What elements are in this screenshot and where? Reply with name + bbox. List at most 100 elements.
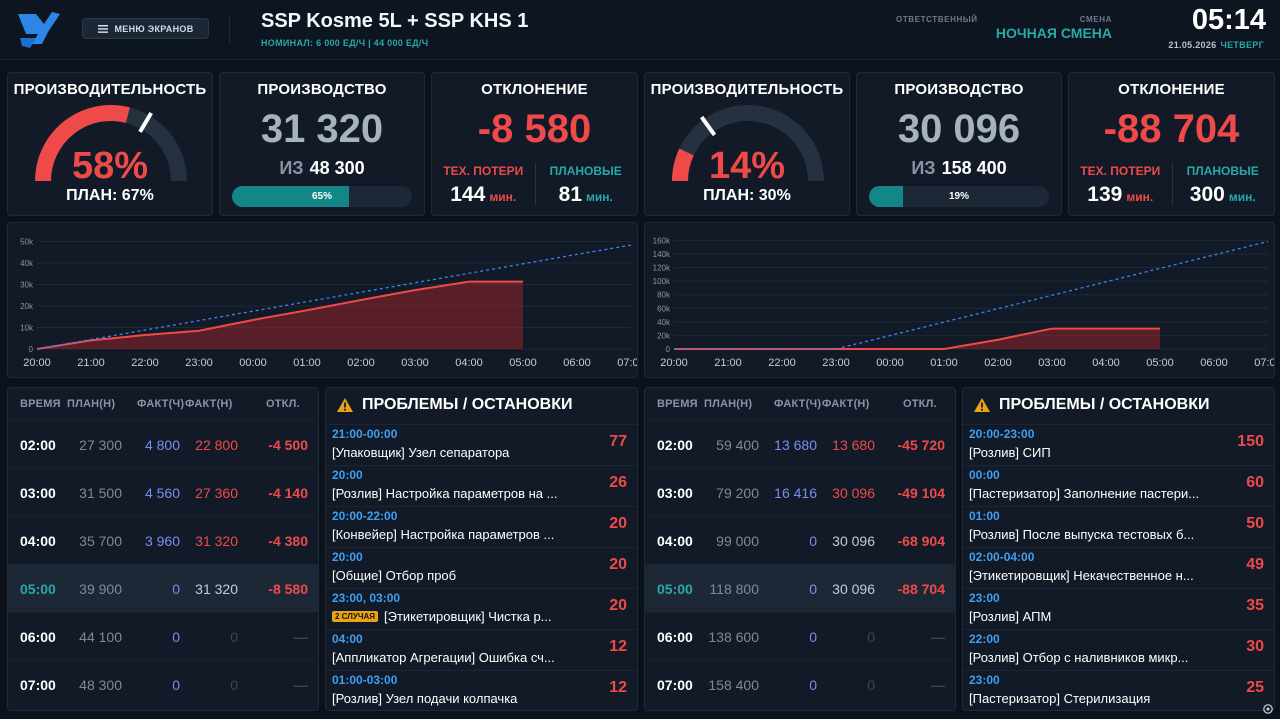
table-header-0: ВРЕМЯ [657,398,698,410]
issue-text: [Общие] Отбор проб [332,568,457,583]
gauge-plan-marker [699,115,717,137]
issue-minutes: 150 [1237,433,1264,450]
chart-x-tick: 04:00 [455,357,483,369]
chart-y-tick: 40k [20,259,34,268]
issue-description: [Пастеризатор] Стерилизация [969,691,1150,706]
table-row: 06:00 44 100 0 0 — [8,612,318,660]
chart-y-tick: 80k [657,291,671,300]
row-fact-total: 22 800 [195,437,238,453]
row-plan: 44 100 [79,629,122,645]
issue-item[interactable]: 21:00-00:00 [Упаковщик] Узел сепаратора 77 [326,424,637,465]
issue-time: 23:00 [969,673,1000,687]
planned-loss-unit: мин. [1228,190,1256,204]
performance-title: ПРОИЗВОДИТЕЛЬНОСТЬ [13,81,207,98]
row-time: 04:00 [657,533,693,549]
performance-card: ПРОИЗВОДИТЕЛЬНОСТЬ 14% ПЛАН: 30% [644,72,850,216]
row-fact-total: 0 [230,677,238,693]
row-fact-total: 30 096 [832,485,875,501]
gauge-plan-marker [138,111,153,133]
row-fact-total: 31 320 [195,533,238,549]
issue-minutes: 20 [609,597,627,614]
performance-percent: 14% [708,145,786,187]
chart-x-tick: 01:00 [930,357,958,369]
issue-text: [Аппликатор Агрегации] Ошибка сч... [332,650,555,665]
line-nominal: НОМИНАЛ: 6 000 ЕД/Ч | 44 000 ЕД/Ч [261,38,429,48]
issue-minutes: 20 [609,556,627,573]
row-plan: 31 500 [79,485,122,501]
performance-percent: 58% [71,145,149,187]
production-card: ПРОИЗВОДСТВО 30 096 ИЗ 158 400 19% [856,72,1062,216]
chart-x-tick: 02:00 [347,357,375,369]
chart-y-tick: 0 [666,345,671,354]
production-progress-text: 19% [948,191,969,202]
chart-y-tick: 40k [657,318,671,327]
issue-item[interactable]: 22:00 [Розлив] Отбор с наливников микр...… [963,629,1274,670]
table-header: ВРЕМЯ ПЛАН(Н) ФАКТ(Ч) ФАКТ(Н) ОТКЛ. [645,388,955,420]
issue-minutes: 50 [1246,515,1264,532]
chart-fact-line [36,280,523,350]
row-fact-hour: 0 [809,629,817,645]
chart-plan-line [674,240,1269,350]
issue-item[interactable]: 20:00 [Общие] Отбор проб 20 [326,547,637,588]
shift-label: СМЕНА [1079,15,1112,24]
row-plan: 138 600 [708,629,759,645]
row-time: 02:00 [20,437,56,453]
issue-minutes: 12 [609,638,627,655]
issue-item[interactable]: 01:00-03:00 [Розлив] Узел подачи колпачка… [326,670,637,710]
issue-text: [Пастеризатор] Заполнение пастери... [969,486,1200,501]
chart-y-tick: 20k [657,331,671,340]
chart-x-tick: 02:00 [984,357,1012,369]
issue-item[interactable]: 20:00-23:00 [Розлив] СИП 150 [963,424,1274,465]
row-time: 05:00 [20,581,56,597]
weekday: ЧЕТВЕРГ [1220,40,1264,50]
row-time: 02:00 [657,437,693,453]
chart-x-tick: 23:00 [822,357,850,369]
row-fact-hour: 0 [809,677,817,693]
screens-menu-button[interactable]: МЕНЮ ЭКРАНОВ [82,18,209,39]
issue-item[interactable]: 00:00 [Пастеризатор] Заполнение пастери..… [963,465,1274,506]
table-row: 02:00 27 300 4 800 22 800 -4 500 [8,420,318,468]
issue-item[interactable]: 23:00 [Пастеризатор] Стерилизация 25 [963,670,1274,710]
issue-item[interactable]: 23:00 [Розлив] АПМ 35 [963,588,1274,629]
issue-item[interactable]: 01:00 [Розлив] После выпуска тестовых б..… [963,506,1274,547]
issue-description: [Розлив] АПМ [969,609,1051,624]
settings-icon[interactable] [1262,703,1274,715]
row-time: 03:00 [20,485,56,501]
issue-time: 00:00 [969,468,1000,482]
chart-x-tick: 07:00 [1254,357,1275,369]
production-of-label: ИЗ [911,158,936,178]
table-header-0: ВРЕМЯ [20,398,61,410]
chart-x-tick: 20:00 [660,357,688,369]
row-deviation: — [294,629,308,645]
issue-time: 20:00-22:00 [332,509,398,523]
tech-loss-value: 139 мин. [1069,183,1172,207]
issue-minutes: 25 [1246,679,1264,696]
performance-gauge [672,105,824,182]
issue-item[interactable]: 23:00, 03:00 2 СЛУЧАЯ [Этикетировщик] Чист… [326,588,637,629]
issue-time: 20:00-23:00 [969,427,1035,441]
row-fact-total: 0 [867,677,875,693]
chart-x-tick: 22:00 [131,357,159,369]
gauge-fill [672,148,694,182]
issue-item[interactable]: 20:00 [Розлив] Настройка параметров на ..… [326,465,637,506]
issue-text: [Розлив] АПМ [969,609,1052,624]
production-target: ИЗ 158 400 [857,158,1061,179]
production-target: ИЗ 48 300 [220,158,424,179]
issue-description: [Розлив] СИП [969,445,1051,460]
issue-description: [Конвейер] Настройка параметров ... [332,527,554,542]
chart-y-tick: 120k [653,264,671,273]
deviation-title: ОТКЛОНЕНИЕ [481,81,588,98]
tech-loss-number: 139 [1087,183,1123,206]
row-fact-hour: 0 [172,629,180,645]
tech-loss-label: ТЕХ. ПОТЕРИ [443,164,524,178]
issue-text: [Этикетировщик] Чистка р... [384,609,552,624]
issue-item[interactable]: 04:00 [Аппликатор Агрегации] Ошибка сч...… [326,629,637,670]
issue-time: 01:00-03:00 [332,673,398,687]
issue-description: [Пастеризатор] Заполнение пастери... [969,486,1199,501]
row-time: 03:00 [657,485,693,501]
row-time: 04:00 [20,533,56,549]
issue-item[interactable]: 02:00-04:00 [Этикетировщик] Некачественно… [963,547,1274,588]
issue-text: [Розлив] После выпуска тестовых б... [969,527,1195,542]
issue-item[interactable]: 20:00-22:00 [Конвейер] Настройка параметр… [326,506,637,547]
chart-x-tick: 07:00 [617,357,638,369]
